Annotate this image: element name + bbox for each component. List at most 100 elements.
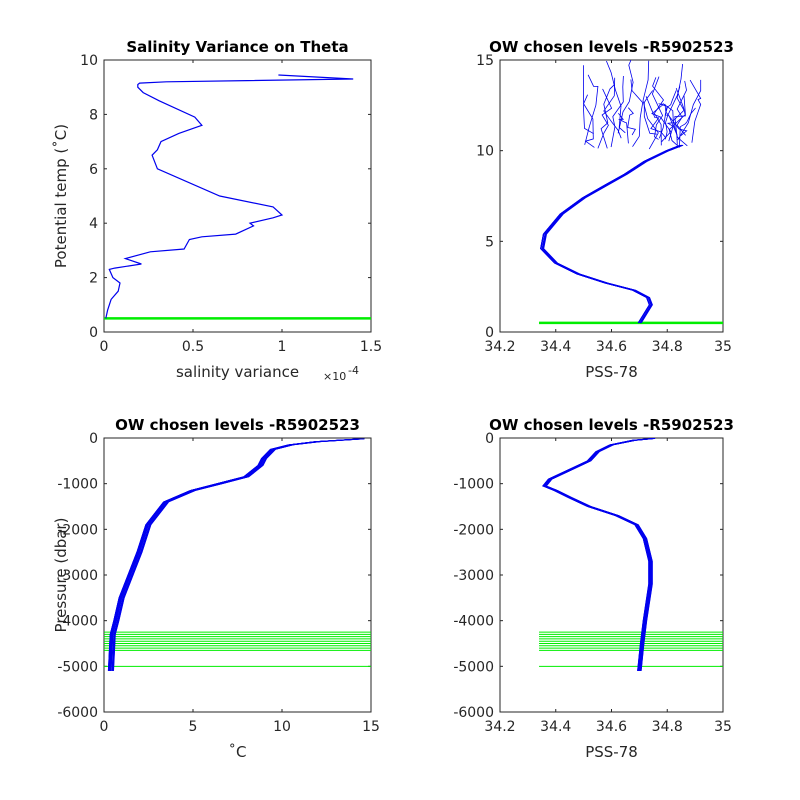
- profile-line: [540, 144, 681, 324]
- profile-scribble: [610, 75, 624, 148]
- x-tick-label: 34.4: [540, 719, 571, 735]
- plot-data: [104, 74, 371, 320]
- x-tick-label: 34.2: [484, 339, 515, 355]
- profile-scribble: [659, 90, 677, 139]
- x-tick-label: 34.6: [596, 719, 627, 735]
- y-axis-label: Potential temp (˚C): [52, 124, 70, 268]
- profile-scribble: [665, 86, 681, 140]
- profile-line: [542, 144, 683, 324]
- chart-title: Salinity Variance on Theta: [126, 38, 348, 56]
- x-axis-label: salinity variance: [176, 363, 299, 381]
- x-tick-label: 1.5: [360, 339, 382, 355]
- profile-scribble: [627, 107, 637, 136]
- profile-line: [113, 438, 365, 671]
- x-tick-label: 0: [100, 719, 109, 735]
- x-tick-label: 34.2: [484, 719, 515, 735]
- profile-line: [105, 74, 354, 319]
- x-axis-label: PSS-78: [585, 363, 638, 381]
- profile-line: [109, 438, 361, 671]
- profile-scribble: [664, 103, 675, 142]
- y-tick-label: -3000: [57, 568, 98, 584]
- y-tick-label: 2: [89, 271, 98, 287]
- profile-line: [107, 438, 360, 671]
- y-tick-label: 0: [485, 431, 494, 447]
- x-exponent-power: -4: [348, 364, 359, 377]
- y-tick-label: -1000: [453, 477, 494, 493]
- profile-line: [542, 438, 652, 671]
- profile-line: [540, 144, 681, 324]
- profile-scribble: [642, 60, 659, 150]
- profile-line: [109, 438, 361, 671]
- profile-line: [542, 144, 683, 324]
- profile-line: [109, 438, 361, 671]
- axes-box: [499, 59, 724, 333]
- y-tick-label: 15: [476, 53, 494, 69]
- profile-scribble: [652, 77, 664, 146]
- y-tick-label: 0: [89, 431, 98, 447]
- chart-title: OW chosen levels -R5902523: [115, 416, 360, 434]
- y-tick-label: 5: [485, 234, 494, 250]
- profile-line: [108, 438, 360, 671]
- profile-line: [110, 438, 362, 671]
- profile-line: [111, 438, 364, 671]
- chart-title: OW chosen levels -R5902523: [489, 38, 734, 56]
- profile-line: [108, 438, 360, 671]
- y-tick-label: 8: [89, 107, 98, 123]
- profile-line: [541, 144, 682, 324]
- chart-3: 0 5 10 15 -6000 -5000 -4000 -3000 -2000 -1000 0 OW …: [52, 416, 380, 761]
- profile-line: [112, 438, 364, 671]
- profile-scribble: [617, 60, 634, 134]
- profile-line: [542, 438, 652, 671]
- profile-line: [542, 144, 683, 324]
- plot-data: [539, 60, 723, 325]
- profile-line: [542, 144, 683, 324]
- x-tick-label: 10: [273, 719, 291, 735]
- y-tick-label: 6: [89, 162, 98, 178]
- profile-line: [540, 144, 681, 324]
- profile-line: [108, 438, 360, 671]
- x-axis-label: PSS-78: [585, 743, 638, 761]
- profile-line: [541, 144, 682, 324]
- x-tick-label: 15: [362, 719, 380, 735]
- x-tick-label: 34.8: [652, 339, 683, 355]
- y-tick-label: -4000: [57, 614, 98, 630]
- profile-line: [545, 438, 655, 671]
- profile-line: [107, 438, 360, 671]
- plot-data: [539, 438, 723, 671]
- y-tick-label: -6000: [453, 705, 494, 721]
- profile-line: [108, 438, 361, 671]
- chart-1: 0 0.5 1 1.5 0 2 4 6 8 10 Salinity Variance on Thet…: [52, 38, 382, 383]
- y-tick-label: 4: [89, 216, 98, 232]
- profile-scribble: [689, 79, 702, 143]
- profile-scribble: [583, 65, 594, 135]
- profile-line: [540, 144, 681, 324]
- profile-line: [111, 438, 364, 671]
- y-tick-label: -2000: [57, 522, 98, 538]
- profile-line: [540, 144, 681, 324]
- x-tick-label: 35: [714, 339, 732, 355]
- x-axis-label: ˚C: [229, 743, 247, 761]
- x-tick-label: 34.8: [652, 719, 683, 735]
- profile-scribble: [606, 60, 626, 134]
- profile-scribble: [668, 95, 686, 148]
- profile-line: [542, 144, 683, 324]
- profile-line: [541, 144, 682, 324]
- profile-line: [540, 144, 681, 324]
- x-tick-label: 1: [278, 339, 287, 355]
- profile-line: [542, 144, 683, 324]
- y-tick-label: 10: [476, 144, 494, 160]
- axes-box: [103, 59, 372, 333]
- profile-line: [543, 144, 684, 324]
- profile-scribble: [676, 80, 687, 136]
- profile-scribble: [672, 63, 685, 139]
- x-tick-label: 34.4: [540, 339, 571, 355]
- x-tick-label: 0: [100, 339, 109, 355]
- y-tick-label: -5000: [57, 659, 98, 675]
- y-tick-label: -2000: [453, 522, 494, 538]
- y-tick-label: -3000: [453, 568, 494, 584]
- profile-line: [109, 438, 362, 671]
- y-tick-label: -6000: [57, 705, 98, 721]
